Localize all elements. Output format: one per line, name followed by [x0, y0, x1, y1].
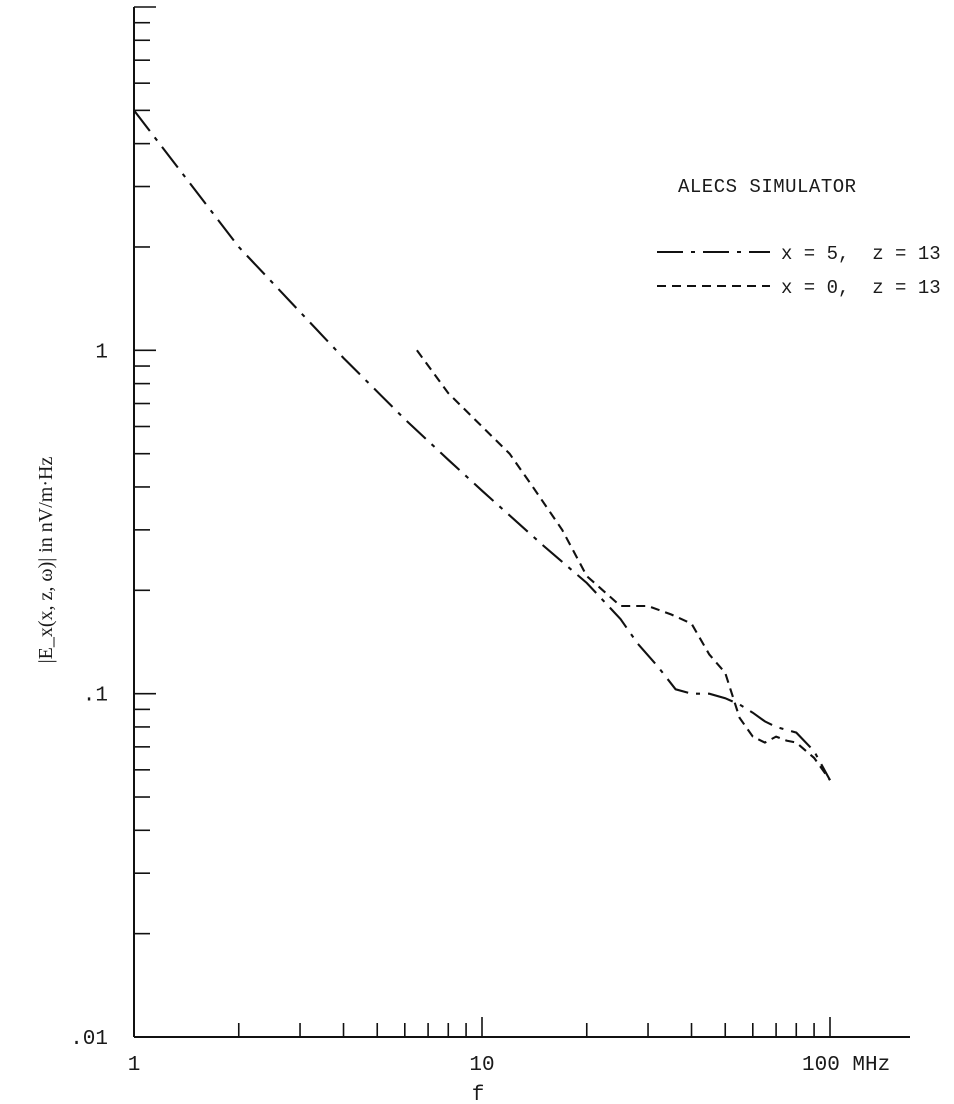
- chart-legend: x = 5, z = 13 x = 0, z = 13: [657, 243, 941, 299]
- chart-title: ALECS SIMULATOR: [678, 176, 857, 198]
- chart-tick-labels: .01 .1 1 1 10 100 MHz: [70, 341, 890, 1077]
- y-tick-label: .01: [70, 1028, 108, 1051]
- y-tick-label: .1: [83, 685, 108, 708]
- x-axis-label: f: [472, 1084, 485, 1104]
- series-line-1: [416, 349, 831, 781]
- y-axis-label: |E_x(x, z, ω)| in nV/m·Hz: [35, 457, 57, 664]
- x-tick-label: 100 MHz: [802, 1054, 890, 1077]
- chart-axes: [133, 7, 910, 1038]
- legend-label-series-0: x = 5, z = 13: [781, 243, 941, 265]
- chart-ticks: [134, 6, 831, 1037]
- x-tick-label: 10: [469, 1054, 494, 1077]
- y-tick-label: 1: [95, 341, 108, 364]
- series-line-0: [133, 109, 831, 781]
- chart-series-layer: [133, 109, 831, 781]
- x-tick-label: 1: [128, 1054, 141, 1077]
- legend-label-series-1: x = 0, z = 13: [781, 277, 941, 299]
